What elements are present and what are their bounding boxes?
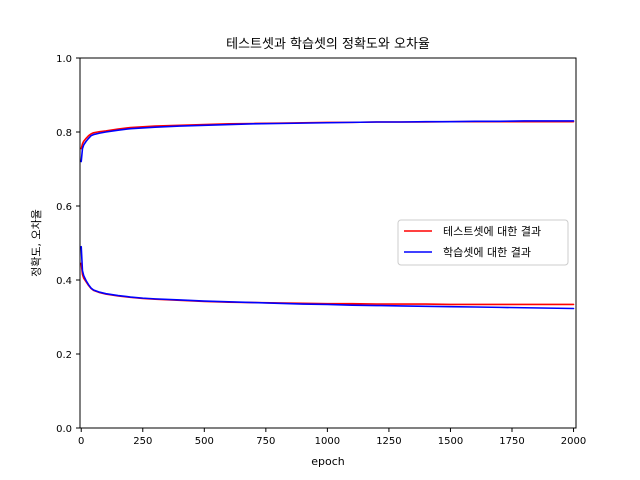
plot-frame [79,57,577,429]
chart-title: 테스트셋과 학습셋의 정확도와 오차율 [226,37,430,52]
x-tick-label: 1000 [315,436,340,447]
x-tick-label: 500 [195,436,214,447]
y-tick-label: 0.2 [56,350,72,361]
x-tick-label: 2000 [561,436,586,447]
x-tick-label: 250 [133,436,152,447]
x-tick-label: 1250 [376,436,401,447]
x-axis: 0 250 500 750 1000 1250 1500 1750 2000 [78,428,586,447]
y-tick-label: 0.0 [56,424,72,435]
series-line-train-accuracy [80,120,575,163]
y-tick-label: 0.4 [56,276,72,287]
x-tick-label: 1750 [499,436,524,447]
y-tick-label: 0.8 [56,128,72,139]
y-axis-label: 정확도, 오차율 [30,209,43,277]
legend-label-test: 테스트셋에 대한 결과 [443,225,541,238]
legend: 테스트셋에 대한 결과 학습셋에 대한 결과 [397,219,569,266]
y-axis: 0.0 0.2 0.4 0.6 0.8 1.0 [56,54,80,435]
y-tick-label: 1.0 [56,54,72,65]
y-tick-label: 0.6 [56,202,72,213]
plot-lines [80,120,575,310]
x-axis-label: epoch [311,455,345,468]
legend-label-train: 학습셋에 대한 결과 [443,246,531,259]
x-tick-label: 0 [78,436,84,447]
series-line-train-loss [80,245,575,310]
x-tick-label: 750 [256,436,275,447]
legend-box [397,219,569,266]
x-tick-label: 1500 [438,436,463,447]
